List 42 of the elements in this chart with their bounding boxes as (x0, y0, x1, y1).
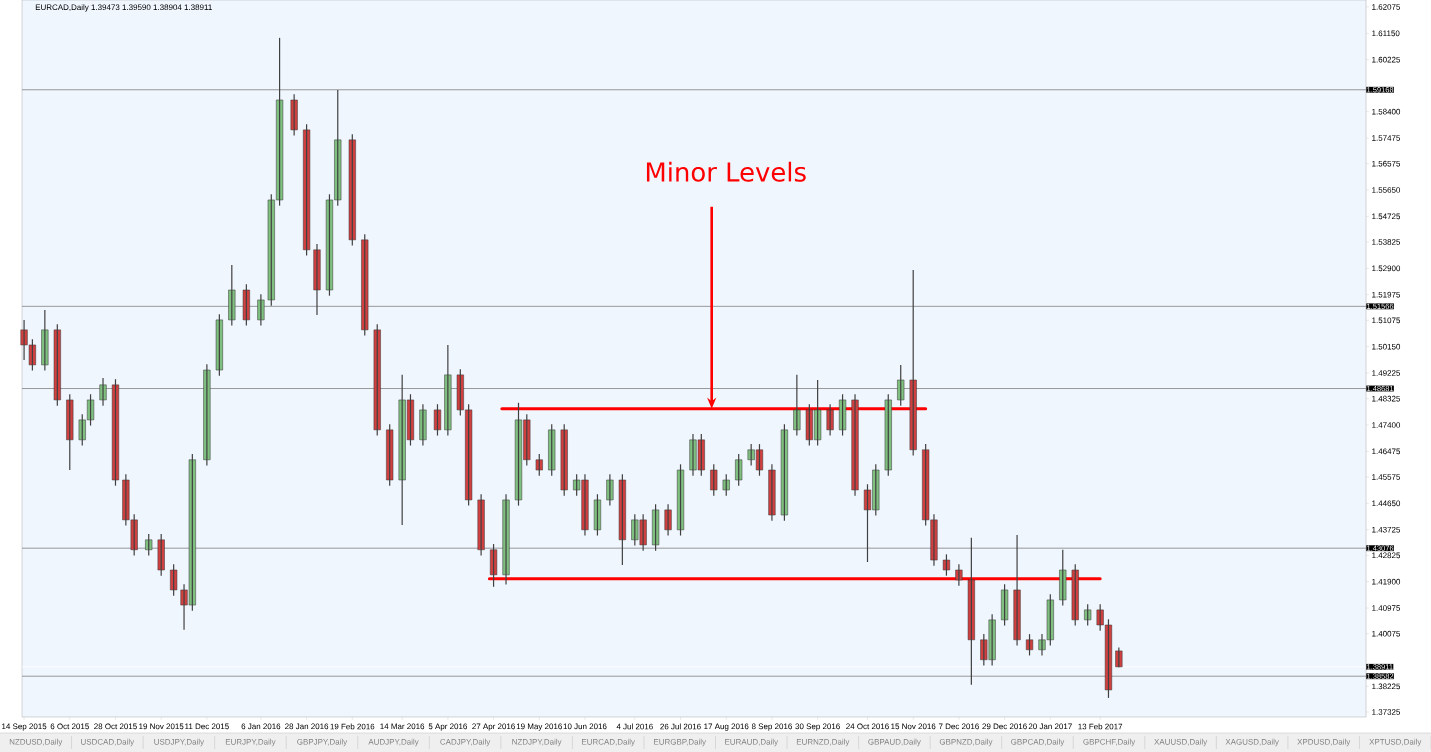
candlestick (606, 473, 614, 507)
annotation: Minor Levels (646, 161, 806, 182)
candlestick (53, 323, 61, 407)
candlestick (1071, 563, 1079, 627)
candlestick (535, 453, 543, 477)
candlestick (257, 293, 265, 327)
candlestick (1059, 549, 1067, 607)
candlestick (157, 533, 165, 577)
candlestick (942, 553, 951, 577)
candlestick (99, 377, 107, 407)
candlestick (884, 393, 892, 477)
candlestick (909, 269, 917, 457)
candlestick (66, 393, 74, 471)
candlestick (618, 473, 626, 566)
candlestick (897, 364, 905, 407)
candlestick (780, 423, 788, 522)
candlestick (548, 423, 556, 477)
candlestick (1001, 583, 1009, 627)
candlestick (215, 313, 223, 377)
candlestick (303, 123, 311, 257)
candlestick (361, 233, 369, 337)
candlestick (722, 473, 730, 497)
candlestick (710, 463, 718, 497)
candlestick (373, 323, 381, 437)
candlestick (1025, 633, 1034, 657)
candlestick (489, 543, 498, 588)
candlestick (386, 423, 394, 487)
candlestick (676, 463, 685, 537)
candlestick (145, 533, 153, 557)
candlestick (242, 283, 250, 327)
candlestick (593, 493, 602, 537)
candlestick (735, 453, 743, 487)
candlestick (560, 423, 568, 497)
candlestick (1115, 646, 1123, 668)
candlestick (838, 393, 847, 437)
candlestick (170, 563, 178, 597)
candlestick (967, 537, 975, 686)
candlestick (1084, 603, 1092, 627)
candlestick (955, 563, 963, 587)
candlestick (652, 503, 660, 552)
candlestick (348, 133, 356, 247)
candlestick (228, 264, 236, 327)
